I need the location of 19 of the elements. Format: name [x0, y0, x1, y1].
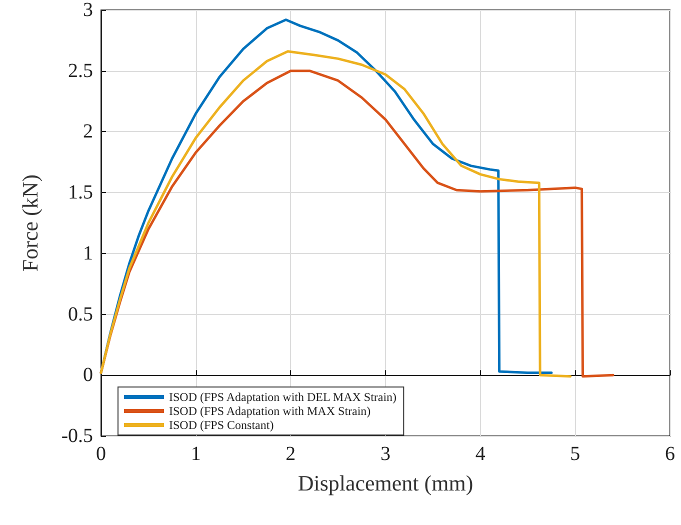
legend-label: ISOD (FPS Constant) [169, 418, 274, 432]
y-axis-title: Force (kN) [18, 174, 42, 272]
x-tick-label: 3 [380, 443, 390, 465]
y-tick-label: 1.5 [68, 182, 93, 204]
y-tick-label: 0.5 [68, 303, 93, 326]
x-tick-label: 4 [475, 443, 486, 465]
y-tick-label: 2.5 [68, 60, 93, 82]
legend-label: ISOD (FPS Adaptation with MAX Strain) [169, 404, 371, 418]
x-tick-label: 6 [665, 443, 675, 465]
y-tick-label: 3 [83, 0, 93, 21]
y-tick-label: 1 [83, 242, 93, 264]
x-tick-label: 2 [286, 443, 296, 465]
y-tick-label: 2 [83, 120, 93, 143]
y-tick-label: 0 [83, 364, 93, 386]
legend-label: ISOD (FPS Adaptation with DEL MAX Strain) [169, 390, 397, 404]
x-tick-label: 1 [190, 443, 201, 465]
x-axis-title: Displacement (mm) [298, 470, 474, 496]
y-tick-label: -0.5 [61, 425, 93, 447]
x-tick-label: 5 [570, 443, 580, 465]
